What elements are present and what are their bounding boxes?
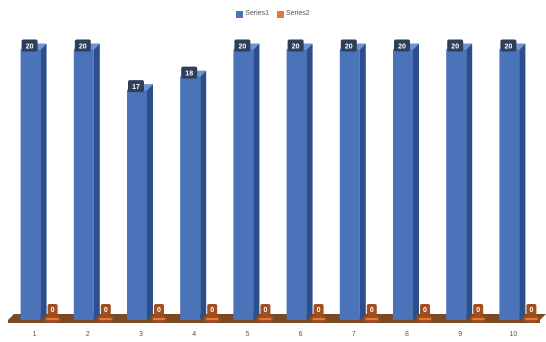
data-label-series2-7: 0 [370, 307, 374, 314]
bar-series2-1 [46, 318, 59, 320]
bar-series1-side-9 [466, 43, 473, 321]
bar-series2-4 [206, 318, 219, 320]
bar-series1-9 [446, 49, 467, 321]
bar-series2-9 [472, 318, 485, 320]
bar-series1-6 [286, 49, 307, 321]
x-tick-label-7: 7 [352, 331, 356, 338]
data-label-box-series1-5 [234, 39, 251, 52]
legend-item-series2: Series2 [276, 9, 310, 20]
bar-series2-7 [365, 318, 378, 320]
bar-series1-side-7 [359, 43, 366, 321]
bar-series2-10 [525, 318, 538, 320]
x-tick-label-4: 4 [192, 331, 196, 338]
data-label-box-series2-7 [366, 304, 377, 315]
data-label-series1-10: 20 [505, 44, 513, 51]
x-tick-label-6: 6 [299, 331, 303, 338]
bar-series1-7 [339, 49, 360, 321]
data-label-box-series1-3 [128, 80, 144, 93]
bar-series1-side-10 [519, 43, 526, 321]
legend: Series1 Series2 [0, 9, 546, 20]
data-label-box-series2-8 [420, 304, 430, 315]
bar-series1-8 [393, 49, 413, 321]
data-label-box-series1-7 [340, 39, 357, 52]
data-label-box-series1-4 [181, 66, 198, 79]
legend-label-series1: Series1 [245, 10, 270, 17]
bar-series1-1 [20, 49, 41, 321]
x-tick-label-5: 5 [245, 331, 249, 338]
data-label-box-series2-9 [473, 304, 484, 315]
legend-label-series2: Series2 [285, 10, 310, 17]
bar-series1-4 [180, 76, 201, 320]
data-label-series2-9: 0 [476, 307, 480, 314]
data-label-box-series2-2 [100, 304, 111, 315]
data-label-series2-4: 0 [210, 307, 214, 314]
data-label-series1-1: 20 [26, 44, 34, 51]
bar-series1-10 [499, 49, 520, 321]
data-label-series1-4: 18 [185, 71, 193, 78]
data-label-series2-3: 0 [157, 307, 161, 314]
bar-series1-side-6 [306, 43, 313, 321]
bar-series2-2 [99, 318, 112, 320]
x-tick-label-10: 10 [510, 331, 518, 338]
bar-series1-side-4 [200, 70, 207, 320]
data-label-series1-8: 20 [398, 44, 406, 51]
data-label-series2-10: 0 [529, 307, 533, 314]
data-label-box-series1-9 [447, 39, 464, 52]
x-tick-label-9: 9 [458, 331, 462, 338]
data-label-box-series2-5 [260, 304, 271, 315]
data-label-series2-2: 0 [104, 307, 108, 314]
floor-edge [8, 320, 540, 323]
data-label-series2-1: 0 [51, 307, 55, 314]
bar-series2-3 [153, 318, 165, 320]
bar-series1-side-8 [413, 43, 419, 321]
bar-series1-side-1 [40, 43, 47, 321]
data-label-box-series2-3 [154, 304, 164, 315]
bar-series2-8 [419, 318, 431, 320]
x-tick-label-1: 1 [33, 331, 37, 338]
data-label-box-series2-10 [526, 304, 537, 315]
bar-series1-side-2 [93, 43, 100, 321]
x-tick-label-3: 3 [139, 331, 143, 338]
data-label-box-series2-4 [207, 304, 218, 315]
legend-swatch-series2 [276, 10, 284, 18]
x-tick-label-2: 2 [86, 331, 90, 338]
bar-series1-side-3 [147, 84, 153, 320]
data-label-series2-6: 0 [317, 307, 321, 314]
data-label-series1-9: 20 [451, 44, 459, 51]
legend-item-series1: Series1 [236, 9, 269, 20]
bar-series2-5 [259, 318, 272, 320]
bar-series2-6 [312, 318, 325, 320]
data-label-series1-5: 20 [239, 44, 247, 51]
data-label-series1-7: 20 [345, 44, 353, 51]
data-label-series2-5: 0 [263, 307, 267, 314]
data-label-box-series2-1 [47, 304, 58, 315]
x-tick-label-8: 8 [405, 331, 409, 338]
bar-series1-3 [127, 90, 147, 320]
data-label-box-series1-6 [287, 39, 304, 52]
data-label-box-series1-10 [500, 39, 517, 52]
legend-swatch-series1 [236, 10, 244, 18]
data-label-box-series1-2 [74, 39, 91, 52]
data-label-series1-6: 20 [292, 44, 300, 51]
data-label-box-series2-6 [313, 304, 324, 315]
bar-series1-2 [73, 49, 94, 321]
bar-series1-side-5 [253, 43, 260, 321]
data-label-box-series1-1 [21, 39, 38, 52]
data-label-series1-2: 20 [79, 44, 87, 51]
data-label-box-series1-8 [394, 39, 410, 52]
data-label-series1-3: 17 [132, 84, 140, 91]
data-label-series2-8: 0 [423, 307, 427, 314]
bar-series1-5 [233, 49, 254, 321]
